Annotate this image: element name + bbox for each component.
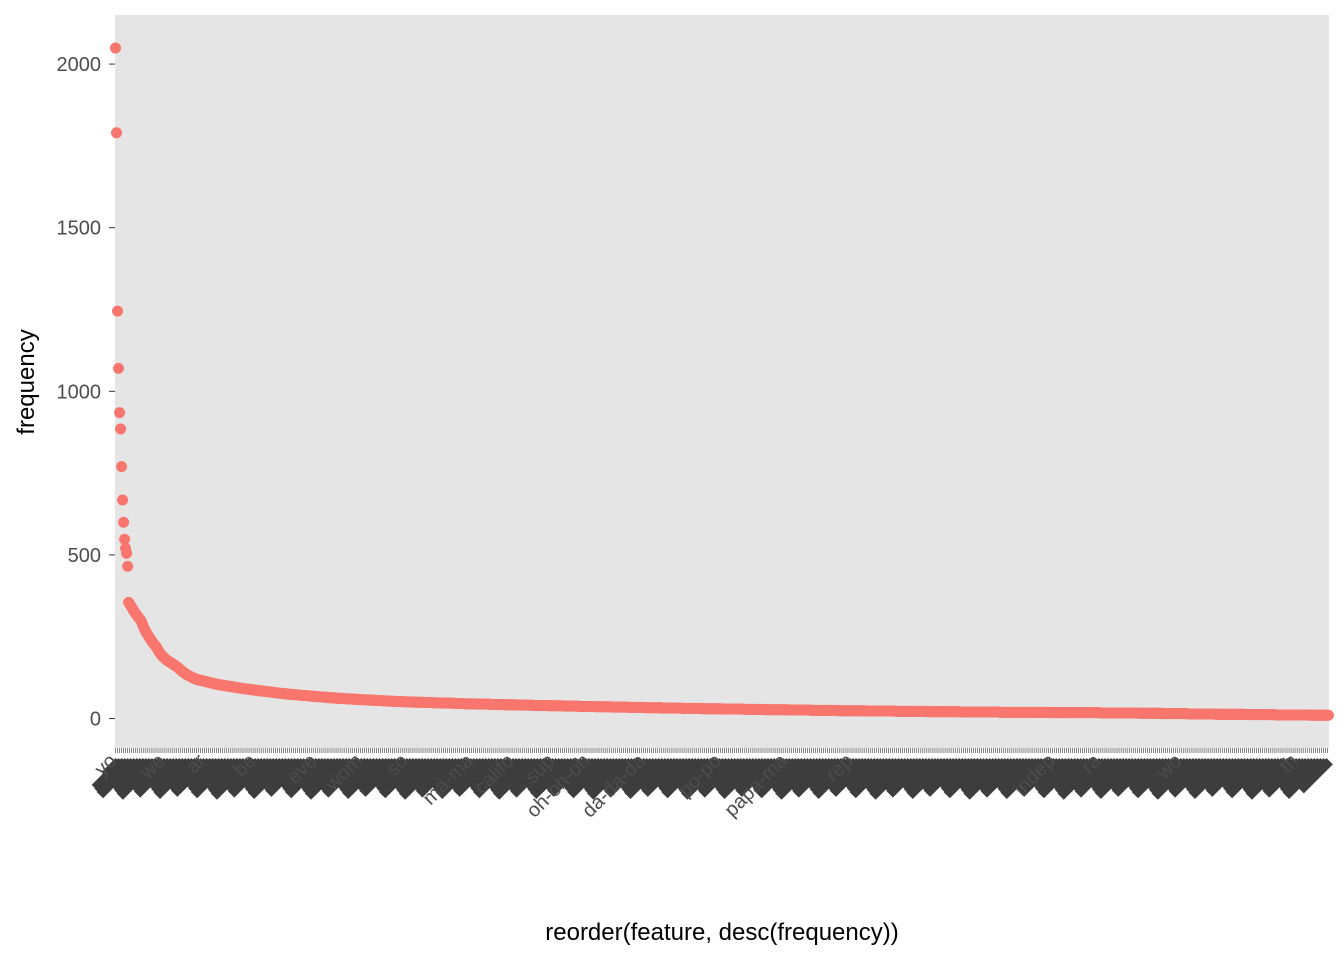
data-point bbox=[112, 305, 124, 317]
data-point bbox=[111, 127, 123, 139]
data-point bbox=[116, 461, 128, 473]
data-point bbox=[115, 423, 127, 435]
x-axis-title: reorder(feature, desc(frequency)) bbox=[545, 919, 898, 946]
data-point bbox=[114, 407, 126, 419]
data-point bbox=[110, 42, 122, 54]
data-point bbox=[119, 533, 131, 545]
y-tick-label: 1500 bbox=[57, 218, 102, 240]
y-tick-label: 0 bbox=[90, 709, 101, 731]
y-tick-label: 1000 bbox=[57, 381, 102, 403]
data-point bbox=[118, 516, 130, 528]
y-axis-title: frequency bbox=[13, 329, 40, 434]
data-points bbox=[110, 42, 1334, 721]
data-point bbox=[117, 494, 129, 506]
x-tick-label-band bbox=[91, 757, 1333, 800]
plot-panel bbox=[115, 15, 1329, 748]
y-tick-label: 500 bbox=[68, 545, 101, 567]
y-tick-label: 2000 bbox=[57, 54, 102, 76]
data-point bbox=[113, 362, 125, 374]
data-point bbox=[1322, 709, 1334, 721]
x-tick-label-smear bbox=[1297, 758, 1333, 794]
data-point bbox=[121, 547, 133, 559]
y-axis-ticks: 0 500 1000 1500 2000 bbox=[57, 54, 115, 731]
data-point bbox=[122, 560, 134, 572]
